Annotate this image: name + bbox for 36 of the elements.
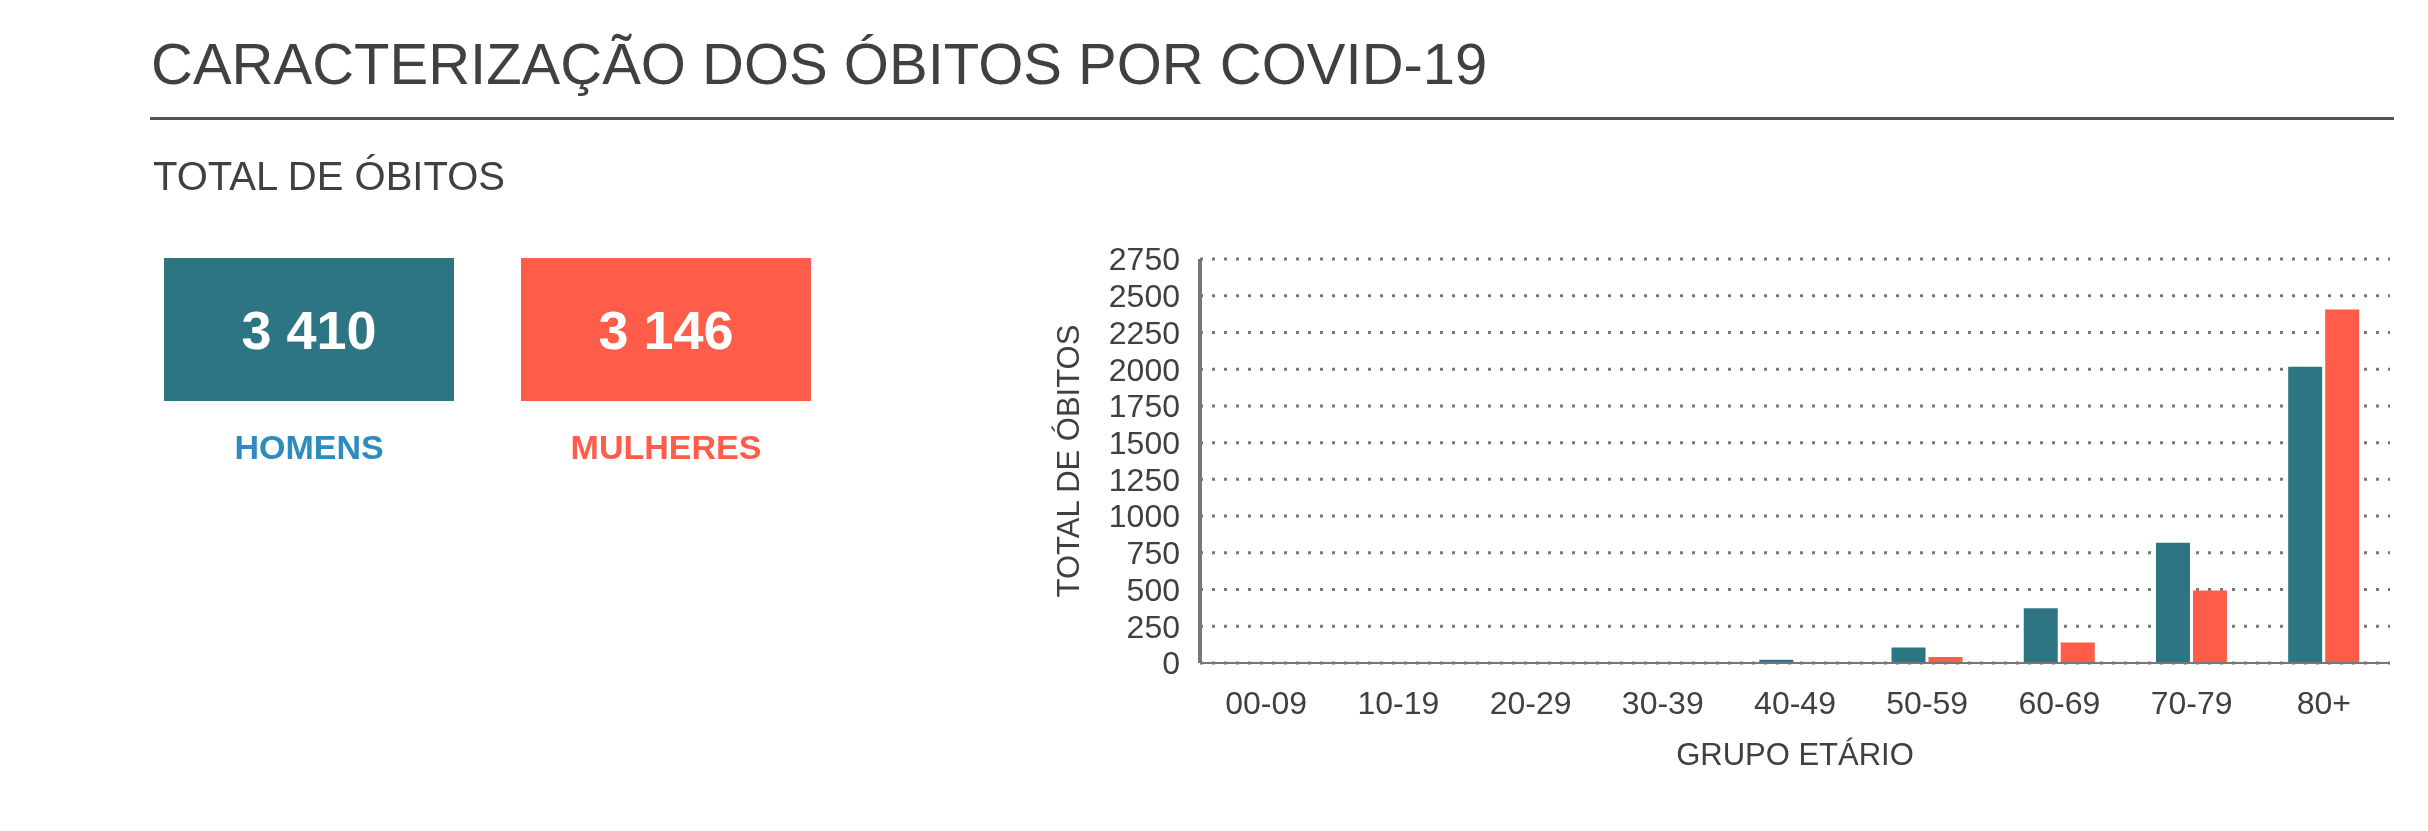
x-tick-label: 20-29 <box>1489 684 1572 721</box>
x-tick-label: 00-09 <box>1225 684 1308 721</box>
text: 3 146 <box>598 298 734 361</box>
x-axis-title: GRUPO ETÁRIO <box>1676 737 1914 772</box>
text: TOTAL DE ÓBITOS <box>153 154 505 199</box>
y-tick-label: 1250 <box>1108 461 1180 498</box>
y-tick-label: 750 <box>1126 535 1180 572</box>
bar <box>2288 366 2323 663</box>
y-tick-label: 1750 <box>1108 388 1180 425</box>
y-tick-label: 250 <box>1126 608 1180 645</box>
x-tick-label: 60-69 <box>2018 684 2101 721</box>
x-tick-label: 40-49 <box>1754 684 1836 721</box>
x-tick-label: 50-59 <box>1886 684 1969 721</box>
bar <box>1891 647 1926 663</box>
x-tick-label: 80+ <box>2296 684 2352 721</box>
bar <box>2325 309 2360 663</box>
y-tick-label: 1000 <box>1108 498 1180 535</box>
y-tick-label: 2500 <box>1108 278 1180 315</box>
y-tick-label: 2750 <box>1108 241 1180 278</box>
bar <box>2060 642 2095 663</box>
y-tick-label: 500 <box>1126 571 1180 608</box>
y-tick-label: 0 <box>1162 645 1180 682</box>
x-tick-label: 10-19 <box>1357 684 1440 721</box>
y-tick-label: 2250 <box>1108 314 1180 351</box>
text: CARACTERIZAÇÃO DOS ÓBITOS POR COVID-19 <box>151 30 1488 97</box>
x-tick-label: 30-39 <box>1621 684 1704 721</box>
bar <box>2155 542 2190 663</box>
bar <box>2023 608 2058 663</box>
y-axis-title: TOTAL DE ÓBITOS <box>1051 324 1087 598</box>
y-tick-label: 2000 <box>1108 351 1180 388</box>
text: MULHERES <box>569 428 763 467</box>
text: HOMENS <box>233 428 385 467</box>
text: 3 410 <box>241 298 377 361</box>
bar <box>2192 590 2227 663</box>
y-tick-label: 1500 <box>1108 425 1180 461</box>
x-tick-label: 70-79 <box>2150 684 2233 721</box>
